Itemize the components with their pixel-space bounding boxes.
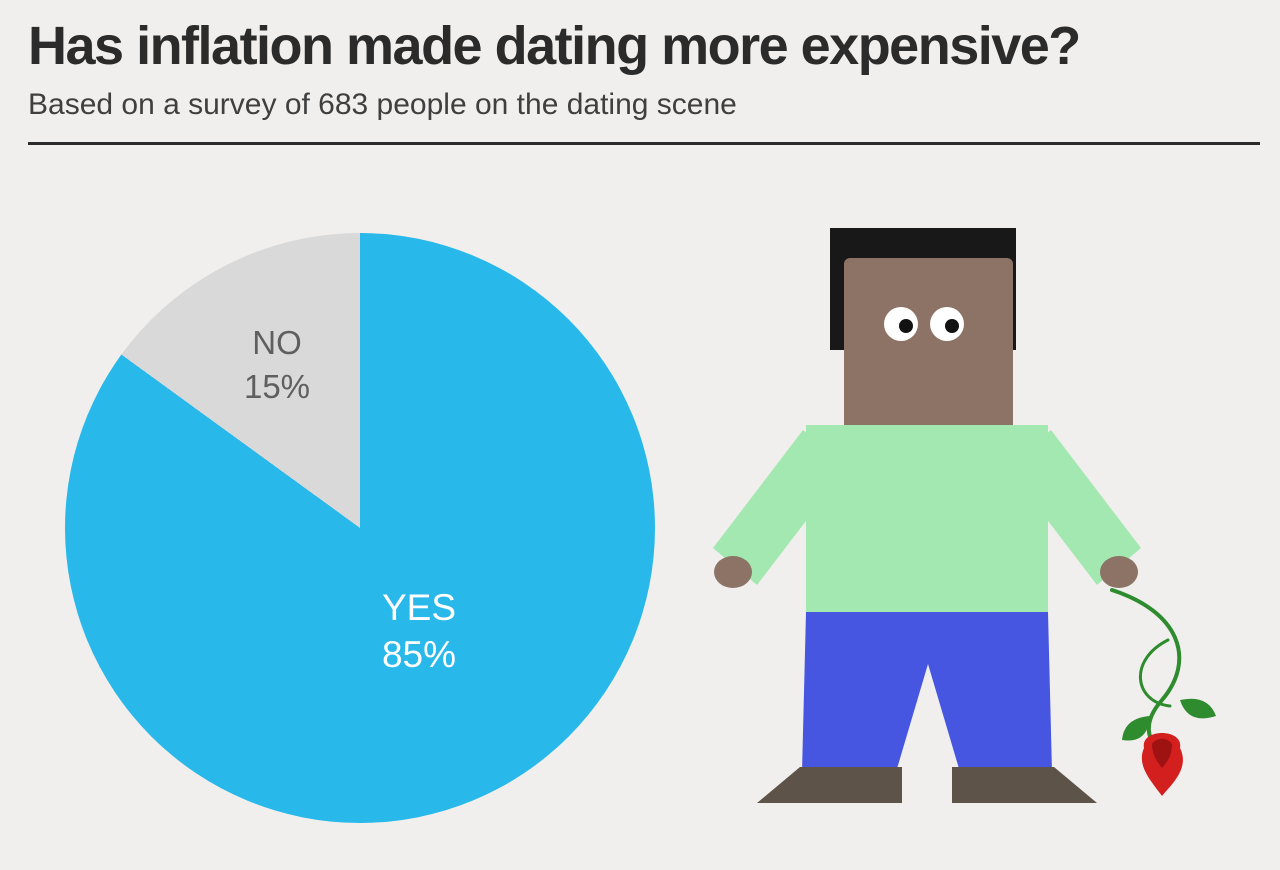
left-shoe — [757, 767, 902, 803]
left-pupil — [899, 319, 913, 333]
divider — [28, 142, 1260, 146]
pie-label-no-text: NO — [252, 324, 302, 361]
pie-chart-area: NO 15% YES 85% — [65, 233, 655, 823]
man-with-rose-illustration — [713, 228, 1216, 803]
pie-label-yes-pct: 85% — [381, 633, 457, 675]
pants — [802, 612, 1052, 772]
rose-stem-curl — [1139, 638, 1172, 708]
pie-label-yes: YES 85% — [344, 585, 494, 678]
sweater-body — [806, 425, 1048, 618]
rose-leaf-left — [1122, 716, 1150, 741]
header: Has inflation made dating more expensive… — [28, 16, 1260, 146]
rose-leaf-right — [1180, 698, 1216, 719]
pie-chart — [65, 233, 655, 823]
pie-label-yes-text: YES — [381, 587, 457, 628]
page-subtitle: Based on a survey of 683 people on the d… — [28, 88, 737, 122]
right-shoe — [952, 767, 1097, 803]
face — [844, 258, 1013, 433]
pie-label-no-pct: 15% — [243, 367, 311, 405]
pie-label-no: NO 15% — [202, 321, 352, 408]
right-pupil — [945, 319, 959, 333]
left-hand — [714, 556, 752, 588]
page-title: Has inflation made dating more expensive… — [28, 16, 1081, 76]
rose-bloom-inner — [1152, 738, 1172, 768]
right-hand — [1100, 556, 1138, 588]
